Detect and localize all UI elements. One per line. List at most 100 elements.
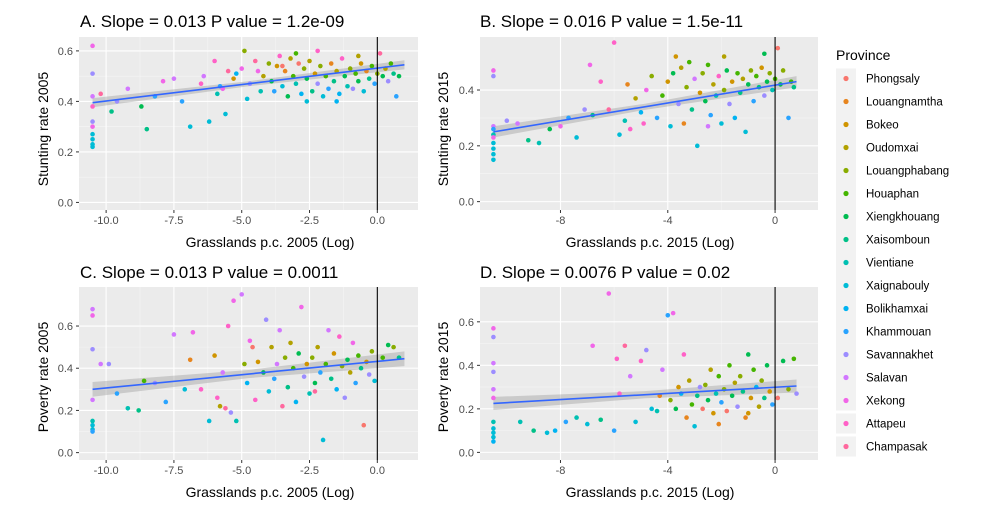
- panel-d-point: [491, 360, 496, 366]
- panel-a-background: [79, 37, 418, 210]
- legend-item: Bolikhamxai: [836, 298, 928, 319]
- panel-d-ylabel: Poverty rate 2015: [435, 322, 451, 433]
- panel-c-xlabel: Grasslands p.c. 2005 (Log): [186, 484, 355, 500]
- panel-d-point: [665, 312, 671, 318]
- panel-a-ytick-label: 0.6: [58, 46, 73, 58]
- panel-d-point: [585, 421, 590, 427]
- legend-swatch: [843, 443, 849, 450]
- panel-a-point: [244, 96, 250, 102]
- panel-b-point: [700, 70, 705, 76]
- panel-b-point: [684, 84, 689, 90]
- panel-b-point: [711, 82, 716, 87]
- panel-b-point: [721, 87, 727, 93]
- legend-item: Houaphan: [836, 183, 919, 204]
- legend-label: Xiengkhouang: [866, 212, 940, 224]
- panel-d-point: [676, 384, 681, 390]
- panel-d-point: [719, 400, 724, 405]
- panel-b-point: [574, 135, 579, 140]
- panel-a-point: [326, 86, 331, 92]
- legend-swatch: [843, 305, 849, 312]
- panel-a-point: [356, 53, 361, 59]
- panel-b-point: [654, 115, 660, 121]
- panel-a-ytick-label: 0.0: [58, 197, 73, 209]
- panel-c-point: [217, 403, 223, 409]
- legend-label: Bokeo: [866, 120, 899, 132]
- panel-d-point: [711, 410, 716, 416]
- panel-c-xtick-label: -5.0: [232, 465, 251, 477]
- panel-c-point: [250, 344, 255, 350]
- legend-swatch: [843, 167, 849, 174]
- panel-d-point: [716, 373, 722, 379]
- panel-d-point: [611, 428, 617, 433]
- panel-c-point: [182, 387, 188, 392]
- panel-b-point: [633, 96, 638, 101]
- panel-d-xtick-label: -4: [663, 465, 673, 477]
- panel-a-point: [198, 81, 204, 87]
- panel-b-point: [716, 73, 722, 79]
- panel-d-point: [668, 397, 673, 403]
- panel-d-trend-line: [493, 385, 797, 405]
- panel-d-point: [708, 367, 713, 372]
- panel-a-point: [293, 81, 299, 87]
- panel-c-point: [350, 340, 356, 346]
- panel-c-ytick-label: 0.2: [58, 405, 73, 417]
- panel-a-point: [377, 51, 383, 56]
- panel-c-point: [282, 355, 288, 360]
- panel-b-point: [697, 90, 703, 96]
- panel-a-point: [206, 119, 212, 124]
- panel-c-point: [277, 327, 282, 333]
- panel-c-point: [269, 344, 274, 350]
- panel-d-point: [670, 310, 676, 316]
- panel-c-xtick-label: -7.5: [164, 465, 183, 477]
- legend-swatch: [843, 420, 849, 427]
- panel-c-point: [255, 359, 261, 365]
- panel-b-point: [622, 118, 628, 124]
- legend-swatch: [843, 98, 849, 105]
- panel-d-point: [686, 378, 692, 383]
- panel-a-point: [252, 58, 258, 64]
- panel-b-point: [606, 107, 612, 112]
- panel-b-point: [515, 121, 520, 126]
- legend-item: Xaisomboun: [836, 229, 930, 250]
- panel-c-point: [263, 317, 269, 323]
- panel-c-xtick-label: -10.0: [94, 465, 119, 477]
- legend-label: Phongsaly: [866, 74, 920, 86]
- panel-c-point: [90, 429, 95, 434]
- panel-d-point: [724, 408, 730, 414]
- panel-b-trend-line: [493, 80, 797, 133]
- panel-a: A. Slope = 0.013 P value = 1.2e-09 Grass…: [35, 12, 418, 250]
- panel-c-point: [318, 370, 323, 375]
- panel-d-point: [633, 419, 638, 425]
- panel-d-point: [517, 419, 523, 425]
- panel-a-point: [353, 71, 358, 76]
- panel-a-point: [201, 73, 207, 79]
- panel-a-point: [139, 104, 144, 109]
- panel-b-point: [598, 79, 604, 84]
- panel-d-point: [590, 343, 595, 349]
- panel-a-point: [90, 119, 95, 124]
- panel-c-point: [90, 313, 95, 318]
- panel-b-point: [641, 121, 646, 126]
- panel-d-point: [737, 373, 743, 379]
- panel-a-point: [337, 91, 342, 97]
- panel-c-point: [296, 351, 301, 356]
- panel-a-xlabel: Grasslands p.c. 2005 (Log): [186, 234, 355, 250]
- panel-d-background: [480, 287, 818, 460]
- panel-c-point: [198, 387, 204, 392]
- panel-b-point: [504, 118, 510, 124]
- panel-d-point: [627, 373, 633, 379]
- panel-c-point: [223, 406, 228, 411]
- panel-a-xtick-label: -5.0: [232, 215, 251, 227]
- panel-d-point: [764, 363, 770, 368]
- panel-c-title: C. Slope = 0.013 P value = 0.0011: [80, 263, 338, 282]
- panel-d-point: [491, 369, 496, 375]
- panel-d-point: [751, 367, 756, 372]
- panel-d-point: [491, 395, 496, 401]
- legend-label: Oudomxai: [866, 143, 918, 155]
- panel-b-point: [625, 82, 630, 87]
- legend-item: Louangphabang: [836, 160, 949, 181]
- panel-d-point: [705, 397, 711, 403]
- panel-d-point: [654, 408, 660, 414]
- panel-d-point: [767, 389, 773, 394]
- panel-d-point: [606, 291, 612, 296]
